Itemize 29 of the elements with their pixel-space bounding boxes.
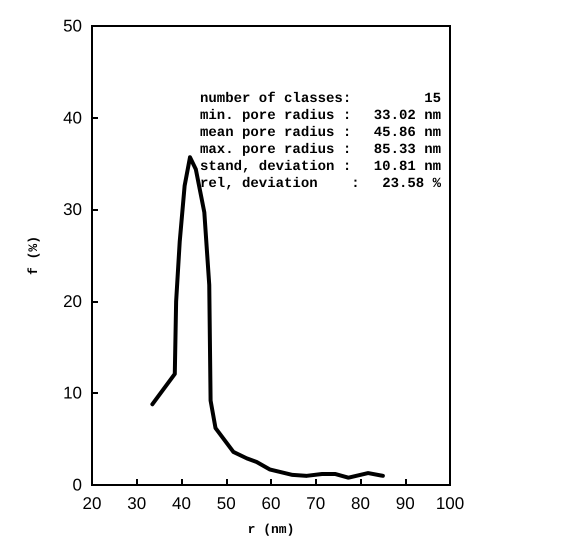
annotation: number of classes: — [200, 91, 352, 107]
x-tick-label: 80 — [351, 494, 370, 513]
y-tick-label: 50 — [63, 16, 82, 36]
x-tick-label: 50 — [216, 494, 236, 513]
x-tick-label: 90 — [396, 494, 415, 513]
y-tick-label: 20 — [63, 292, 82, 311]
annotation: rel, deviation : — [200, 176, 360, 192]
y-tick-label: 30 — [63, 200, 82, 220]
annotation: 33.02 nm — [374, 108, 441, 124]
annotation: mean pore radius : — [200, 125, 352, 141]
annotation: 23.58 % — [382, 176, 442, 192]
x-tick-label: 20 — [82, 494, 102, 513]
x-tick-label: 60 — [262, 494, 280, 513]
annotation: 45.86 nm — [374, 125, 441, 141]
annotation: stand, deviation : — [200, 159, 352, 175]
x-tick-label: 100 — [436, 494, 464, 513]
x-tick-label: 70 — [306, 494, 326, 513]
y-tick-label: 40 — [63, 108, 82, 128]
y-axis-title: f (%) — [26, 236, 41, 276]
x-axis-title: r (nm) — [248, 522, 294, 537]
y-tick-label: 0 — [72, 476, 82, 494]
x-tick-label: 30 — [127, 494, 146, 513]
x-tick-label: 40 — [172, 494, 191, 513]
annotation: 85.33 nm — [374, 142, 441, 158]
y-tick-label: 10 — [63, 384, 82, 403]
annotation: 15 — [424, 91, 441, 107]
annotation: 10.81 nm — [374, 159, 441, 175]
annotation: min. pore radius : — [200, 108, 352, 124]
annotation: max. pore radius : — [200, 142, 352, 158]
